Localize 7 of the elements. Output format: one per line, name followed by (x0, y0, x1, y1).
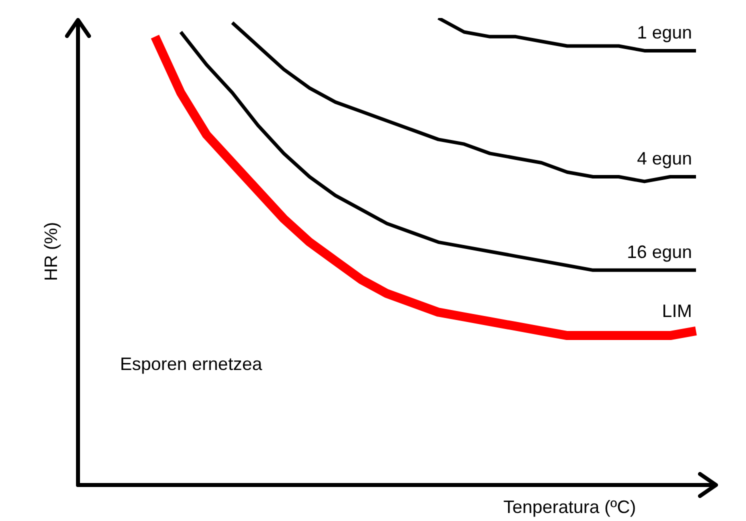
annotation: Esporen ernetzea (120, 354, 264, 374)
series-label: LIM (662, 300, 692, 321)
y-axis-title: HR (%) (40, 222, 61, 281)
series-label: 4 egun (636, 148, 692, 169)
x-axis-title: Tenperatura (ºC) (503, 496, 636, 517)
series-label: 1 egun (636, 22, 692, 43)
series-label: 16 egun (626, 242, 692, 262)
